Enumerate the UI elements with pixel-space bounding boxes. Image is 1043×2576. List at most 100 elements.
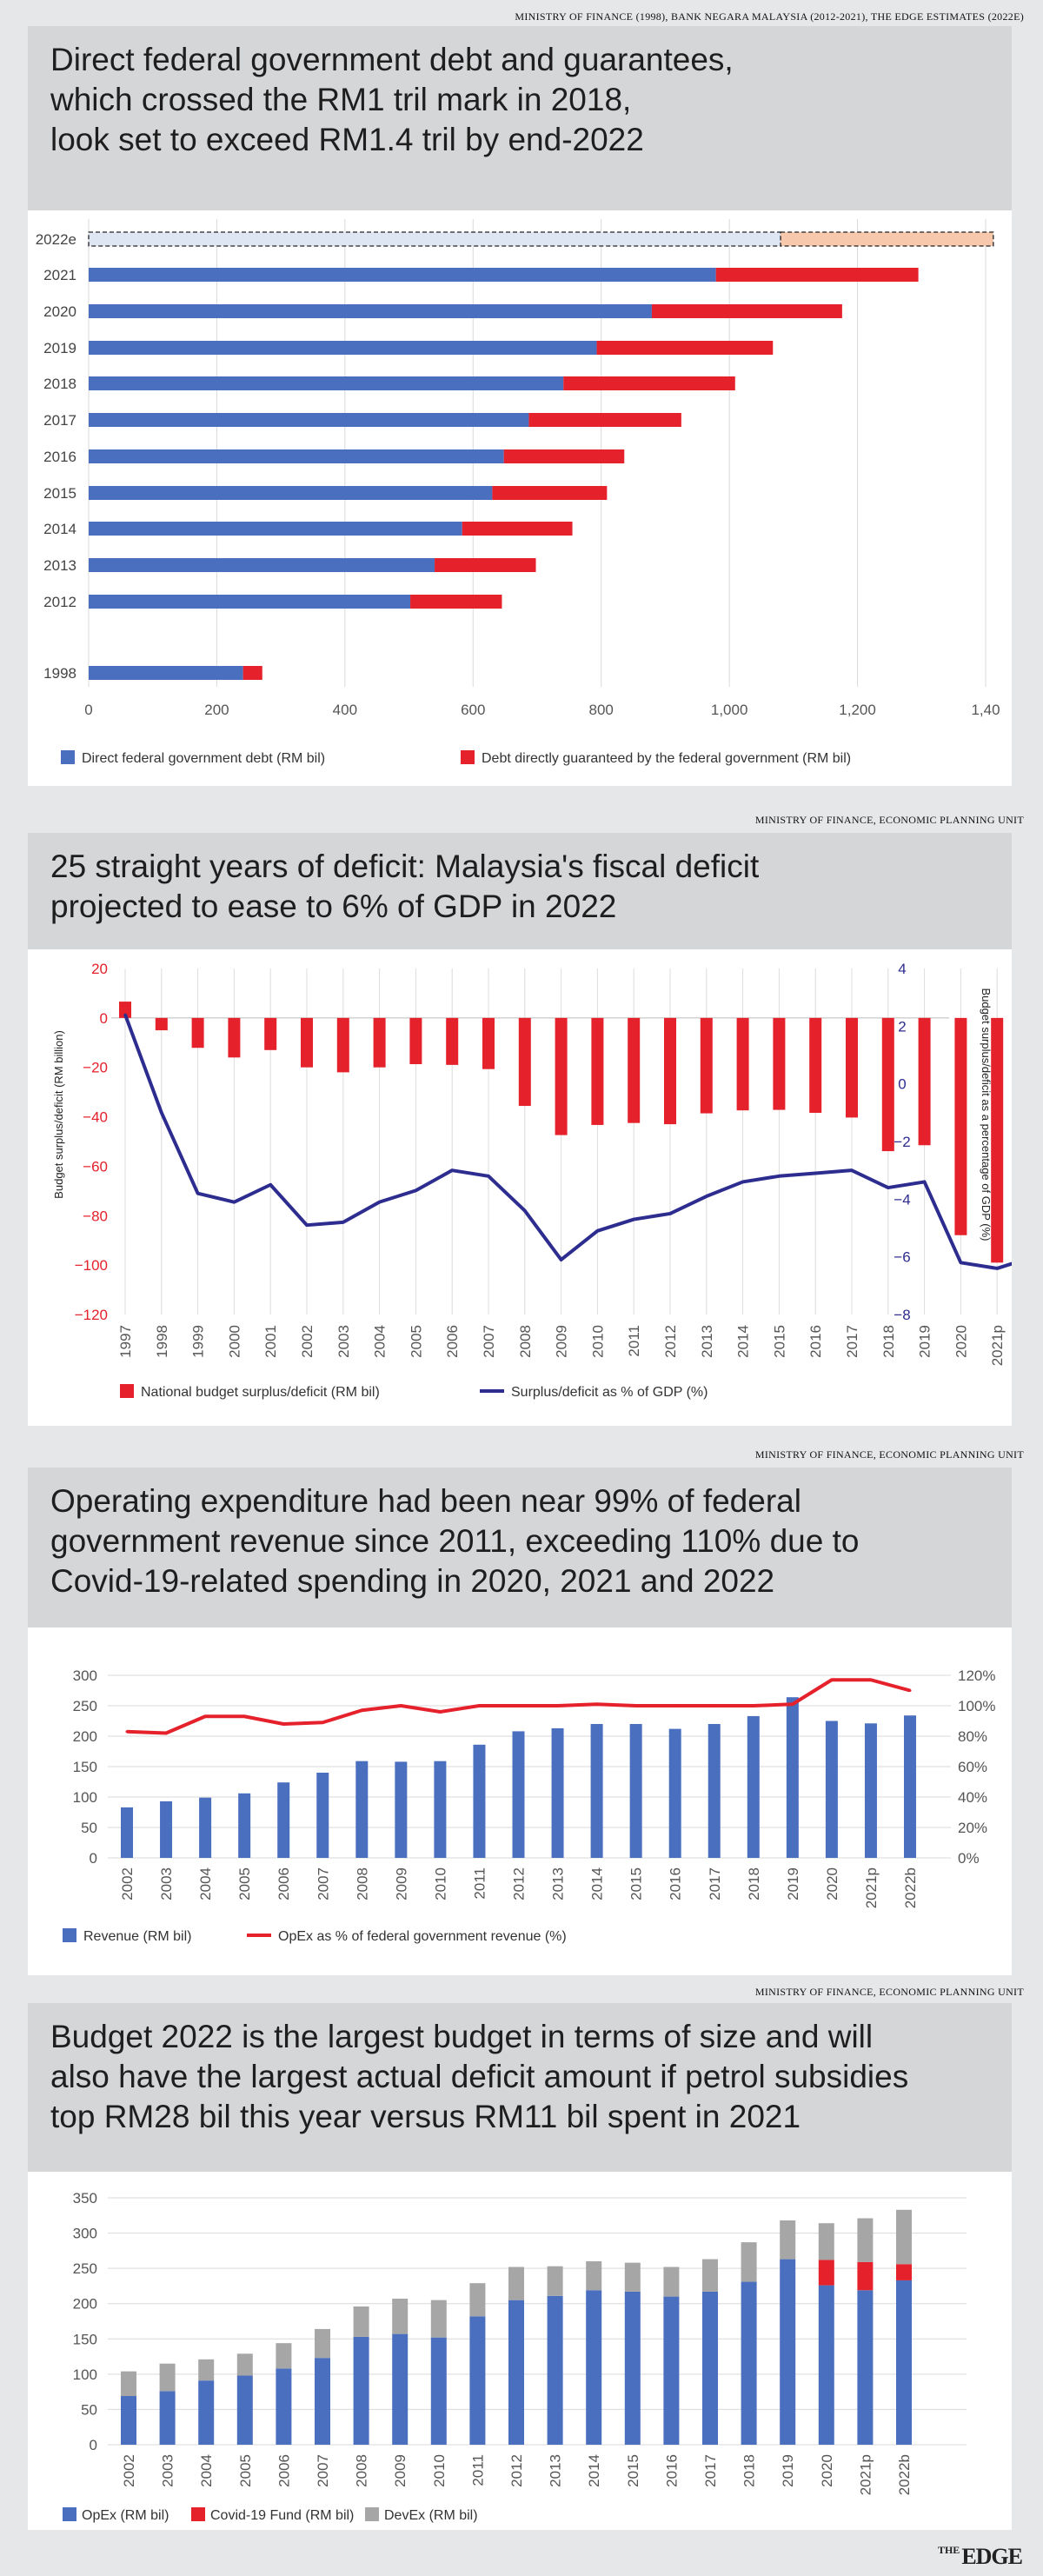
y-left-tick-label: 300 [73,1667,97,1684]
opex-percent-point-2009 [399,1704,402,1707]
bar-devex-rm-bil-2018 [741,2242,757,2282]
bar-covid-19-fund-rm-bil-2022b [896,2264,912,2280]
bar-guaranteed-2018 [563,376,735,390]
bar-covid-19-fund-rm-bil-2020 [818,2260,834,2286]
x-tick-label: 2008 [354,1867,370,1900]
x-tick-label: 2003 [335,1325,352,1358]
y-category-label: 2016 [43,449,76,465]
chart4-header: Budget 2022 is the largest budget in ter… [28,2003,1012,2172]
bar-opex-rm-bil-2020 [818,2285,834,2445]
bar-guaranteed-2012 [410,595,502,609]
x-tick-label: 2015 [628,1867,645,1900]
x-tick-label: 2013 [699,1325,715,1358]
bar-2017 [846,1017,858,1118]
bar-devex-rm-bil-2014 [586,2261,602,2291]
bar-guaranteed-2017 [528,413,681,427]
x-tick-label: 2012 [662,1325,679,1358]
gdp-percent-point-2004 [378,1201,382,1204]
x-tick-label: 1999 [190,1325,207,1358]
x-tick-label: 2020 [819,2454,835,2487]
chart3-title: Operating expenditure had been near 99% … [50,1483,860,1599]
opex-percent-point-2017 [713,1704,716,1707]
y-right-tick-label: 0 [898,1076,906,1093]
bar-opex-rm-bil-2007 [315,2358,330,2445]
x-tick-label: 1,200 [839,702,876,718]
gdp-percent-point-2007 [487,1175,490,1178]
chart1-source: MINISTRY OF FINANCE (1998), BANK NEGARA … [515,10,1024,23]
x-tick-label: 2018 [880,1325,897,1358]
y-right-tick-label: −6 [894,1249,910,1266]
opex-percent-point-2012 [517,1704,520,1707]
bar-opex-rm-bil-2014 [586,2290,602,2445]
bar-2008 [355,1761,369,1858]
bar-direct-2012 [89,595,411,609]
y-category-label: 2013 [43,557,76,574]
x-tick-label: 2011 [469,2454,486,2486]
gdp-percent-point-1998 [160,1111,163,1115]
gdp-percent-point-2002 [305,1223,309,1227]
opex-percent-point-2005 [242,1714,246,1718]
x-tick-label: 2022b [902,1867,919,1908]
opex-percent-point-2002 [125,1730,129,1734]
x-tick-label: 2010 [589,1325,606,1358]
bar-covid-19-fund-rm-bil-2021p [857,2261,874,2291]
opex-percent-point-2018 [752,1704,755,1707]
bar-2010 [591,1017,604,1125]
opex-percent-point-2014 [595,1702,599,1706]
y-tick-label: 50 [81,2401,97,2418]
x-tick-label: 2018 [746,1867,762,1900]
gdp-percent-point-2014 [741,1180,745,1183]
bar-guaranteed-2014 [462,522,573,536]
chart3-plot: 300 250 200 150 100 50 0 120% 100% 80% 60% 40% 20% 0%… [63,1667,995,1944]
bar-devex-rm-bil-2002 [121,2371,136,2397]
chart2-title: 25 straight years of deficit: Malaysia's… [50,849,760,924]
x-tick-label: 2005 [237,2454,254,2487]
x-tick-label: 1997 [117,1325,134,1358]
gdp-percent-line [123,1014,1012,1270]
chart4-title: Budget 2022 is the largest budget in ter… [50,2019,909,2134]
opex-percent-point-2003 [164,1732,168,1734]
y-right-tick-label: 60% [958,1759,987,1775]
bar-direct-2019 [89,341,597,355]
x-tick-label: 2004 [198,2454,215,2487]
x-tick-label: 2003 [158,1867,175,1900]
legend-label-revenue: Revenue (RM bil) [83,1929,191,1944]
x-tick-label: 2021p [857,2454,874,2495]
gdp-percent-point-2001 [269,1183,272,1187]
chart4-plot: 350 300 250 200 150 100 50 0 2002 2003 2004 2005 200… [63,2190,967,2523]
y-category-label: 2018 [43,376,76,392]
bar-direct-2013 [89,558,435,572]
x-tick-label: 2003 [160,2454,176,2487]
x-tick-label: 2011 [471,1867,488,1900]
bar-2007 [316,1773,329,1858]
y-left-tick-label: −60 [83,1158,108,1175]
gdp-percent-point-2006 [450,1168,454,1172]
bar-opex-rm-bil-2002 [121,2396,136,2445]
chart3-header: Operating expenditure had been near 99% … [28,1468,1012,1627]
gdp-percent-point-2009 [560,1258,563,1261]
bar-2015 [629,1724,642,1858]
bar-2005 [409,1017,422,1065]
bar-devex-rm-bil-2003 [159,2363,176,2392]
bar-2012 [512,1731,525,1858]
bar-opex-rm-bil-2018 [741,2281,757,2445]
bar-direct-2018 [89,376,564,390]
bar-devex-rm-bil-2017 [702,2259,718,2292]
x-tick-label: 2010 [432,1867,448,1900]
bar-guaranteed-2022e [780,231,994,247]
bar-direct-2021 [89,268,716,282]
y-right-tick-label: −4 [894,1191,910,1208]
x-tick-label: 2001 [262,1325,279,1358]
opex-percent-point-2008 [360,1708,363,1712]
bar-devex-rm-bil-2022b [896,2209,912,2265]
y-right-tick-label: 2 [898,1018,906,1035]
gdp-percent-point-2008 [523,1209,527,1213]
chart1-panel: 0 200 400 600 800 1,000 1,200 1,40 2022e 2021 2020… [28,210,1012,786]
x-tick-label: 2014 [589,1867,606,1900]
bar-opex-rm-bil-2008 [353,2336,369,2445]
y-tick-label: 0 [90,2437,97,2453]
bar-2016 [668,1728,681,1858]
bar-opex-rm-bil-2004 [198,2380,215,2445]
bar-2004 [199,1797,212,1858]
